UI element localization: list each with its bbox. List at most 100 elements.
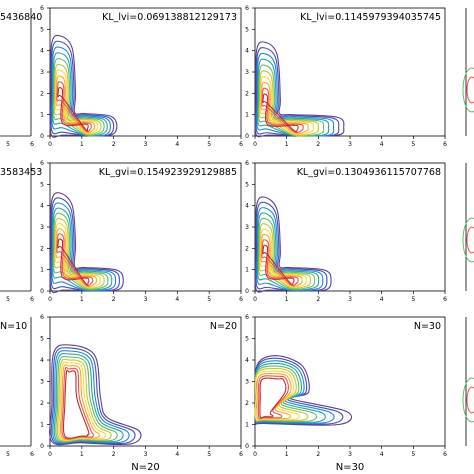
left-row1-tick-6: 6: [30, 141, 34, 148]
y-tick-label: 0: [245, 443, 249, 450]
x-tick-label: 1: [80, 451, 84, 458]
x-tick-label: 5: [207, 451, 211, 458]
left-row2-tick-6: 6: [30, 296, 34, 303]
panel-annotation: KL_gvi=0.1304936115707768: [297, 167, 441, 178]
y-tick-label: 5: [245, 26, 249, 33]
contour-level-9: [56, 233, 94, 287]
panel-annotation: N=30: [414, 321, 441, 332]
right-partial-column: [462, 8, 474, 446]
contour-level-10: [57, 86, 89, 132]
y-tick-label: 4: [245, 48, 249, 55]
contour-level-2: [50, 347, 136, 445]
contour-level-3: [52, 350, 130, 444]
panel-row2-col3: 0 1 2 3 4 5 6 0 1 2 3 4 5 6 KL_gvi=0.1304936115707768: [245, 160, 447, 303]
contour-level-10: [57, 238, 90, 286]
panel-annotation: KL_lvi=0.1145979394035745: [300, 12, 441, 23]
right-row3-contour-outer: [462, 377, 474, 423]
x-tick-label: 5: [207, 141, 211, 148]
contour-level-10: [262, 93, 299, 133]
y-tick-label: 3: [40, 69, 44, 76]
left-row1-tick-5: 5: [6, 141, 10, 148]
y-tick-label: 5: [40, 336, 44, 343]
contour-level-8: [59, 364, 100, 441]
y-tick-label: 3: [245, 69, 249, 76]
panel-annotation: N=20: [210, 321, 237, 332]
y-tick-label: 6: [40, 314, 44, 321]
contour-lines: [49, 344, 142, 446]
contour-level-8: [55, 75, 96, 134]
x-tick-label: 3: [348, 296, 352, 303]
x-tick-label: 0: [48, 451, 52, 458]
contour-level-2: [254, 357, 344, 425]
x-tick-label: 0: [253, 451, 257, 458]
contour-lines: [254, 355, 353, 426]
x-tick-label: 5: [411, 296, 415, 303]
left-row3-tick-6: 6: [30, 451, 34, 458]
right-row2-contour: [466, 226, 474, 254]
x-tick-label: 6: [443, 296, 447, 303]
left-row2-fragment: 3583453: [0, 167, 42, 178]
contour-level-10: [62, 369, 90, 439]
x-tick-label: 1: [80, 296, 84, 303]
y-tick-label: 5: [245, 181, 249, 188]
x-tick-label: 4: [175, 451, 179, 458]
y-tick-label: 3: [40, 379, 44, 386]
contour-lines: [49, 192, 124, 294]
x-tick-label: 2: [316, 296, 320, 303]
y-tick-label: 1: [245, 422, 249, 429]
y-tick-label: 2: [245, 90, 249, 97]
x-tick-label: 1: [285, 296, 289, 303]
y-tick-label: 0: [40, 443, 44, 450]
x-tick-label: 6: [239, 451, 243, 458]
contour-level-9: [61, 366, 94, 440]
y-tick-label: 1: [245, 267, 249, 274]
x-tick-label: 1: [80, 141, 84, 148]
y-tick-label: 5: [40, 181, 44, 188]
y-tick-label: 4: [245, 357, 249, 364]
contour-level-8: [256, 372, 292, 420]
contour-level-5: [257, 217, 316, 290]
x-tick-label: 6: [239, 296, 243, 303]
contour-level-5: [55, 355, 118, 443]
contour-level-4: [53, 352, 124, 444]
contour-lines: [254, 41, 345, 138]
contour-lines: [254, 196, 332, 293]
y-tick-label: 2: [245, 245, 249, 252]
x-tick-label: 2: [316, 451, 320, 458]
contour-level-3: [254, 360, 335, 424]
contour-level-6: [258, 223, 311, 289]
y-tick-label: 3: [245, 224, 249, 231]
y-tick-label: 6: [40, 160, 44, 167]
contour-level-9: [257, 375, 290, 420]
x-tick-label: 5: [411, 141, 415, 148]
x-tick-label: 6: [443, 451, 447, 458]
x-tick-label: 5: [411, 451, 415, 458]
right-row1-contour-outer: [462, 67, 474, 113]
contour-level-8: [260, 233, 303, 287]
contour-level-9: [56, 81, 92, 133]
y-tick-label: 2: [40, 400, 44, 407]
y-tick-label: 6: [40, 5, 44, 12]
x-tick-label: 0: [48, 141, 52, 148]
panel-row1-col3: 0 1 2 3 4 5 6 0 1 2 3 4 5 6 KL_lvi=0.1145979394035745: [245, 5, 447, 148]
y-tick-label: 4: [40, 357, 44, 364]
left-row2-tick-5: 5: [6, 296, 10, 303]
y-tick-label: 2: [40, 90, 44, 97]
panel-annotation: KL_lvi=0.069138812129173: [102, 12, 237, 23]
y-tick-label: 0: [245, 133, 249, 140]
contour-level-9: [261, 239, 299, 286]
contour-level-6: [56, 358, 112, 442]
x-tick-label: 4: [380, 296, 384, 303]
panel-row3-col2: 0 1 2 3 4 5 6 0 1 2 3 4 5 6 N=20 N=20: [40, 314, 243, 473]
x-tick-label: 4: [175, 296, 179, 303]
y-tick-label: 0: [245, 288, 249, 295]
contour-lines: [49, 34, 118, 138]
x-axis-label: N=30: [336, 462, 365, 473]
x-tick-label: 2: [112, 296, 116, 303]
right-row3-contour: [466, 386, 474, 414]
contour-level-7: [54, 222, 101, 289]
x-axis-label: N=20: [131, 462, 160, 473]
contour-level-10: [262, 244, 295, 286]
panel-row1-col2: 0 1 2 3 4 5 6 0 1 2 3 4 5 6 KL_lvi=0.069138812129173: [40, 5, 243, 148]
